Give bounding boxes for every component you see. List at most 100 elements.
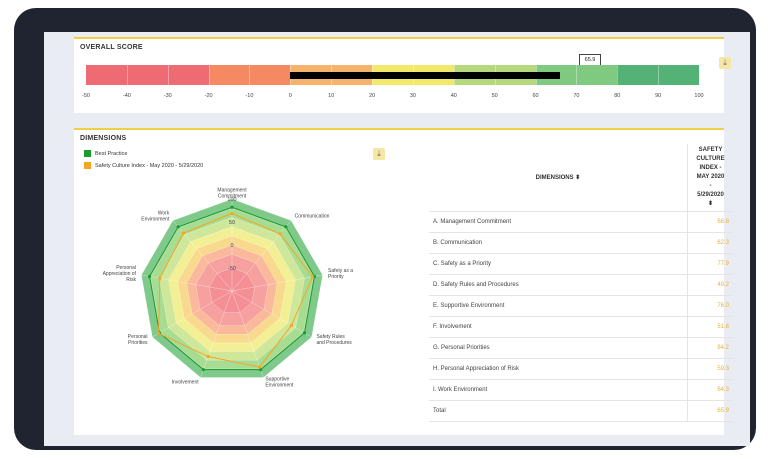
gauge-tick-label: 70 <box>573 93 580 99</box>
table-row[interactable]: B. Communication 62.3 <box>429 232 733 254</box>
radar-point <box>147 274 152 279</box>
dimension-value: 62.3 <box>687 232 733 254</box>
radar-point <box>201 368 205 372</box>
dimension-name: Total <box>429 400 688 422</box>
gauge-tick-label: 40 <box>450 93 457 99</box>
table-row[interactable]: I. Work Environment 64.3 <box>429 379 733 401</box>
gauge-separator <box>208 65 210 85</box>
device-frame: OVERALL SCORE ⤓ 65.9 -50 -40 -30 -20 -10 0 10 2… <box>14 8 756 450</box>
gauge-separator <box>576 65 578 85</box>
radar-spoke <box>231 290 264 378</box>
column-header-line: ⬍ <box>707 201 714 207</box>
radar-axis-label: Management <box>217 187 247 193</box>
gauge-band <box>617 65 699 85</box>
dimension-value: 64.3 <box>687 379 733 401</box>
dimensions-card: DIMENSIONS Best Practice Safety Culture … <box>74 128 733 435</box>
radar-point <box>259 368 263 372</box>
column-header-line: 5/29/2020 <box>697 192 724 198</box>
table-row[interactable]: Total 65.9 <box>429 400 733 422</box>
table-row[interactable]: C. Safety as a Priority 77.9 <box>429 253 733 275</box>
table-row[interactable]: G. Personal Priorities 84.2 <box>429 337 733 359</box>
radar-axis-label: Commitment <box>218 193 247 199</box>
dimension-value: 84.2 <box>687 337 733 359</box>
radar-point <box>310 275 315 279</box>
radar-tick-label: 50 <box>229 220 235 226</box>
legend-swatch <box>84 162 91 169</box>
score-bar <box>290 72 560 79</box>
radar-axis-label: Environment <box>141 216 170 222</box>
radar-axis-label: Risk <box>126 277 136 283</box>
table-row[interactable]: E. Supportive Environment 76.0 <box>429 295 733 317</box>
column-header-line: SAFETY <box>698 147 723 153</box>
gauge-band <box>86 65 209 85</box>
column-header-dimensions[interactable]: DIMENSIONS ⬍ <box>429 144 688 212</box>
gauge-tick-label: -20 <box>204 93 213 99</box>
gauge-tick-label: 30 <box>409 93 416 99</box>
dimension-name: I. Work Environment <box>429 379 688 401</box>
gauge-tick-label: -40 <box>122 93 131 99</box>
table-row[interactable]: A. Management Commitment 68.8 <box>429 211 733 233</box>
gauge-tick-label: 100 <box>694 93 704 99</box>
radar-axis-label: Environment <box>265 383 294 389</box>
radar-spoke <box>200 290 233 378</box>
gauge-separator <box>167 65 169 85</box>
dimension-name: E. Supportive Environment <box>429 295 688 317</box>
radar-point <box>230 205 234 209</box>
gauge-tick-label: 90 <box>655 93 662 99</box>
dimension-value: 51.6 <box>687 316 733 338</box>
radar-point <box>181 231 186 235</box>
radar-axis-label: Personal <box>128 334 148 340</box>
overall-score-title: OVERALL SCORE <box>80 44 143 51</box>
radar-tick-label: -50 <box>228 266 236 272</box>
dimensions-title: DIMENSIONS <box>80 135 127 142</box>
column-header-line: - <box>709 183 712 189</box>
radar-tick-label: 0 <box>230 243 233 249</box>
dimension-name: B. Communication <box>429 232 688 254</box>
legend-item-best-practice[interactable]: Best Practice <box>84 150 127 157</box>
radar-axis-label: Priorities <box>128 340 148 346</box>
gauge-separator <box>126 65 128 85</box>
table-row[interactable]: H. Personal Appreciation of Risk 59.3 <box>429 358 733 380</box>
dimension-value: 49.2 <box>687 274 733 296</box>
radar-spoke <box>141 274 233 292</box>
download-icon[interactable]: ⤓ <box>719 57 731 69</box>
dimension-value: 65.9 <box>687 400 733 422</box>
radar-axis-label: Priority <box>328 274 344 280</box>
gauge-tick-label: -50 <box>82 93 90 99</box>
gauge-tick-label: 10 <box>328 93 335 99</box>
column-header-line: INDEX - <box>699 165 722 171</box>
radar-axis-label: Personal <box>116 265 136 271</box>
radar-axis-label: Communication <box>295 213 330 219</box>
dimension-name: C. Safety as a Priority <box>429 253 688 275</box>
download-icon[interactable]: ⤓ <box>373 148 385 160</box>
legend-item-safety-culture-index[interactable]: Safety Culture Index - May 2020 - 5/29/2… <box>84 162 203 169</box>
column-header-safety-culture-index[interactable]: SAFETY CULTURE INDEX - MAY 2020 - 5/29/2020 ⬍ <box>687 144 733 212</box>
table-row[interactable]: F. Involvement 51.6 <box>429 316 733 338</box>
radar-axis-label: Involvement <box>172 380 200 386</box>
radar-point <box>289 323 294 327</box>
overall-score-card: OVERALL SCORE ⤓ 65.9 -50 -40 -30 -20 -10 0 10 2… <box>74 37 731 113</box>
radar-axis-label: Work <box>158 210 170 216</box>
radar-axis-label: Safety Rules <box>316 334 345 340</box>
radar-axis-label: Safety as a <box>328 268 353 274</box>
column-header-line: MAY 2020 <box>696 174 725 180</box>
radar-point <box>158 276 162 280</box>
table-row[interactable]: D. Safety Rules and Procedures 49.2 <box>429 274 733 296</box>
radar-point <box>157 331 161 335</box>
gauge-band <box>535 65 618 85</box>
radar-point <box>284 225 288 229</box>
radar-point <box>176 225 180 229</box>
dimension-name: D. Safety Rules and Procedures <box>429 274 688 296</box>
radar-spoke <box>152 290 233 338</box>
dimensions-table: DIMENSIONS ⬍ SAFETY CULTURE INDEX - MAY 202… <box>429 144 733 422</box>
legend-label: Best Practice <box>95 150 128 157</box>
gauge-tick-label: 50 <box>491 93 498 99</box>
gauge-tick-label: 60 <box>532 93 539 99</box>
radar-tick-label: 100 <box>227 197 236 203</box>
radar-spoke <box>231 220 292 292</box>
gauge-band <box>208 65 291 85</box>
radar-point <box>258 365 262 369</box>
radar-axis-label: and Procedures <box>316 340 352 346</box>
radar-series-line <box>149 206 315 371</box>
